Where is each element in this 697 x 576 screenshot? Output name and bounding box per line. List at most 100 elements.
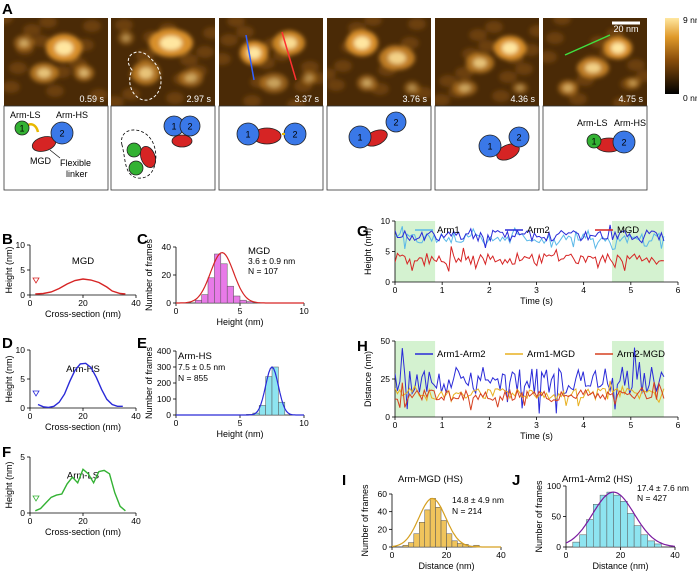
gaussian-fit <box>176 251 304 304</box>
histogram-bar <box>278 401 286 416</box>
histogram-bar <box>246 301 254 304</box>
y-axis-label: Number of frames <box>534 480 544 553</box>
x-axis-label: Cross-section (nm) <box>45 527 121 537</box>
shaded-region <box>395 221 436 282</box>
y-axis-label: Height (nm) <box>4 355 14 402</box>
afm-texture <box>4 18 13 24</box>
afm-texture <box>439 75 457 87</box>
y-tick-label: 0 <box>20 290 25 300</box>
legend-label: Arm1 <box>437 225 460 236</box>
x-tick-label: 0 <box>390 550 395 560</box>
y-axis-label: Number of frames <box>360 484 370 557</box>
domain-circle <box>50 121 74 145</box>
afm-molecule-core <box>160 36 182 50</box>
afm-texture <box>39 18 57 28</box>
x-tick-label: 5 <box>628 420 633 430</box>
domain-number: 2 <box>516 133 521 143</box>
afm-texture <box>478 40 496 52</box>
afm-texture <box>227 18 245 27</box>
domain-circle <box>126 142 142 158</box>
afm-timestamp: 3.37 s <box>294 94 319 104</box>
y-tick-label: 40 <box>162 242 172 252</box>
chart-title: Arm-HS <box>66 364 100 375</box>
y-tick-label: 20 <box>378 524 388 534</box>
afm-texture <box>515 63 533 75</box>
y-tick-label: 50 <box>381 336 391 346</box>
histogram-bar <box>429 498 436 548</box>
stat-mean: 14.8 ± 4.9 nm <box>452 495 504 505</box>
cross-section-line-blue <box>245 34 255 81</box>
domain-circle <box>385 111 407 133</box>
x-tick-label: 10 <box>299 418 309 428</box>
afm-frame: 3.37 s <box>219 18 323 106</box>
afm-texture <box>522 44 539 56</box>
y-tick-label: 10 <box>16 345 26 355</box>
x-tick-label: 20 <box>78 411 88 421</box>
y-tick-label: 10 <box>381 216 391 226</box>
mgd-ellipse <box>171 134 193 148</box>
x-tick-label: 20 <box>78 516 88 526</box>
stat-n: N = 855 <box>178 373 208 383</box>
cartoon-6: 1 2 Arm-LS Arm-HS <box>577 118 646 154</box>
x-tick-label: 40 <box>131 298 141 308</box>
legend-label: Arm1-MGD <box>527 349 575 360</box>
afm-texture <box>115 19 133 31</box>
afm-texture <box>23 24 41 36</box>
profile-line <box>35 278 126 295</box>
afm-frame: 4.75 s <box>543 18 647 106</box>
chart-D: 0 20 40 0 5 10 Cross-section (nm) Height (nm) Ar… <box>4 345 141 432</box>
cartoon-4: 12 <box>348 111 407 149</box>
panel-label-h: H <box>357 338 368 355</box>
histogram-bar <box>620 501 628 548</box>
x-tick-label: 40 <box>131 411 141 421</box>
chart-title: MGD <box>72 256 94 267</box>
y-tick-label: 0 <box>20 508 25 518</box>
afm-molecule-core <box>267 78 281 88</box>
histogram-bar <box>579 534 587 548</box>
label-mgd: MGD <box>30 156 51 166</box>
afm-texture <box>203 27 215 39</box>
y-axis-label: Number of frames <box>144 346 154 419</box>
x-tick-label: 3 <box>534 420 539 430</box>
afm-molecule-core <box>408 84 416 92</box>
series-line <box>395 246 664 272</box>
afm-texture <box>334 60 352 72</box>
chart-J: 0 20 40 0 50 100 Distance (nm) Number of frames… <box>534 474 689 571</box>
y-tick-label: 5 <box>385 247 390 257</box>
domain-number: 2 <box>187 122 192 132</box>
x-tick-label: 1 <box>440 285 445 295</box>
afm-molecule-core <box>629 80 637 86</box>
histogram-bar <box>633 525 642 548</box>
x-tick-label: 6 <box>676 285 681 295</box>
panel-label-c: C <box>137 231 148 248</box>
histogram-bar <box>226 285 234 304</box>
afm-texture <box>32 35 50 47</box>
profile-line <box>37 362 123 409</box>
x-tick-label: 0 <box>174 418 179 428</box>
domain-number: 2 <box>393 118 398 128</box>
y-tick-label: 100 <box>157 394 171 404</box>
afm-timestamp: 0.59 s <box>79 94 104 104</box>
gaussian-fit <box>391 497 501 548</box>
afm-texture <box>492 90 510 102</box>
profile-line <box>35 468 126 512</box>
cartoon-box <box>110 105 216 191</box>
y-axis-label: Distance (nm) <box>363 351 373 407</box>
label-arm-hs: Arm-HS <box>56 110 88 120</box>
cartoon-box <box>3 105 109 191</box>
histogram-bar <box>606 491 614 548</box>
afm-molecule-core <box>516 85 524 91</box>
gaussian-fit <box>565 491 676 547</box>
histogram-bar <box>647 540 655 548</box>
x-axis-label: Time (s) <box>520 296 553 306</box>
afm-texture <box>590 36 608 48</box>
afm-molecule-core <box>185 73 197 83</box>
domain-number: 1 <box>357 133 362 143</box>
y-tick-label: 0 <box>385 412 390 422</box>
y-tick-label: 200 <box>157 378 171 388</box>
afm-frame: 3.76 s <box>327 18 431 106</box>
afm-texture <box>90 89 108 101</box>
